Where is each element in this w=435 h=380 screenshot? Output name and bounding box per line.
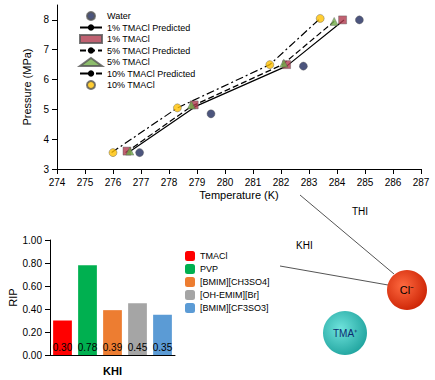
svg-text:THI: THI	[352, 206, 368, 217]
svg-text:[BMIM][CF3SO3]: [BMIM][CF3SO3]	[200, 303, 269, 313]
svg-text:283: 283	[301, 177, 318, 188]
svg-text:Pressure (MPa): Pressure (MPa)	[21, 48, 33, 125]
svg-text:RIP: RIP	[7, 288, 19, 306]
svg-text:KHI: KHI	[296, 240, 313, 251]
svg-text:1% TMACl Predicted: 1% TMACl Predicted	[107, 23, 190, 33]
svg-text:0.30: 0.30	[53, 342, 73, 353]
svg-text:5: 5	[43, 104, 49, 115]
svg-text:10% TMACl: 10% TMACl	[107, 80, 155, 90]
svg-text:277: 277	[133, 177, 150, 188]
svg-text:TMA⁺: TMA⁺	[333, 328, 358, 339]
svg-text:0.45: 0.45	[128, 342, 148, 353]
svg-text:Temperature (K): Temperature (K)	[199, 189, 278, 201]
svg-text:8: 8	[43, 14, 49, 25]
svg-text:6: 6	[43, 74, 49, 85]
svg-text:278: 278	[161, 177, 178, 188]
svg-text:[OH-EMIM][Br]: [OH-EMIM][Br]	[200, 290, 259, 300]
svg-text:0.78: 0.78	[78, 342, 98, 353]
svg-text:0.00: 0.00	[23, 350, 43, 361]
svg-text:7: 7	[43, 44, 49, 55]
svg-text:0.20: 0.20	[23, 327, 43, 338]
svg-text:5% TMACl: 5% TMACl	[107, 57, 150, 67]
svg-text:PVP: PVP	[200, 264, 218, 274]
svg-text:285: 285	[357, 177, 374, 188]
svg-text:Cl⁻: Cl⁻	[400, 284, 414, 296]
svg-text:1.00: 1.00	[23, 235, 43, 246]
svg-text:0.39: 0.39	[103, 342, 123, 353]
svg-text:282: 282	[273, 177, 290, 188]
svg-text:KHI: KHI	[103, 365, 122, 377]
svg-text:Water: Water	[107, 11, 131, 21]
svg-text:0.80: 0.80	[23, 258, 43, 269]
svg-text:5% TMACl Predicted: 5% TMACl Predicted	[107, 46, 190, 56]
svg-text:275: 275	[77, 177, 94, 188]
svg-text:[BMIM][CH3SO4]: [BMIM][CH3SO4]	[200, 277, 270, 287]
svg-text:280: 280	[217, 177, 234, 188]
svg-text:3: 3	[43, 164, 49, 175]
svg-text:284: 284	[329, 177, 346, 188]
svg-text:TMACl: TMACl	[200, 251, 228, 261]
svg-text:279: 279	[189, 177, 206, 188]
svg-text:0.35: 0.35	[153, 342, 173, 353]
svg-text:4: 4	[43, 134, 49, 145]
svg-text:0.40: 0.40	[23, 304, 43, 315]
svg-text:281: 281	[245, 177, 262, 188]
svg-text:286: 286	[385, 177, 402, 188]
svg-text:0.60: 0.60	[23, 281, 43, 292]
svg-text:10% TMACl Predicted: 10% TMACl Predicted	[107, 69, 195, 79]
svg-text:287: 287	[413, 177, 430, 188]
svg-text:1% TMACl: 1% TMACl	[107, 34, 150, 44]
svg-text:274: 274	[49, 177, 66, 188]
svg-text:276: 276	[105, 177, 122, 188]
